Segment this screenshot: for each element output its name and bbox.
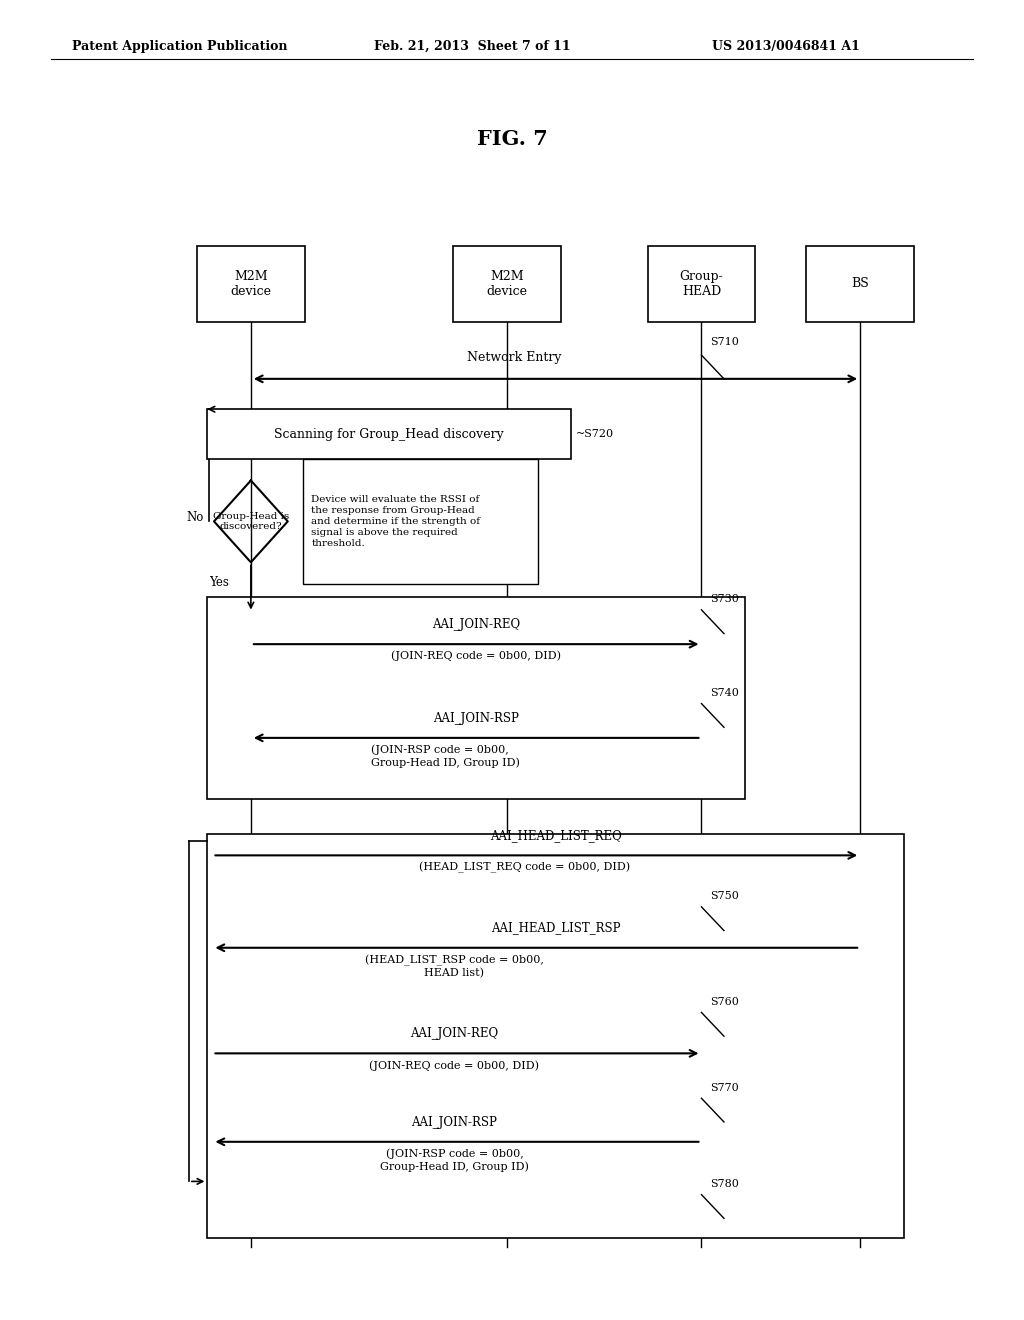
Text: AAI_JOIN-REQ: AAI_JOIN-REQ (432, 618, 520, 631)
Text: US 2013/0046841 A1: US 2013/0046841 A1 (712, 40, 859, 53)
Text: FIG. 7: FIG. 7 (476, 128, 548, 149)
Text: S750: S750 (710, 891, 738, 902)
Text: (JOIN-REQ code = 0b00, DID): (JOIN-REQ code = 0b00, DID) (391, 651, 561, 661)
Text: M2M
device: M2M device (486, 269, 527, 298)
Text: S780: S780 (710, 1179, 738, 1189)
FancyBboxPatch shape (207, 409, 571, 459)
Text: S760: S760 (710, 997, 738, 1007)
Text: AAI_HEAD_LIST_RSP: AAI_HEAD_LIST_RSP (490, 921, 621, 935)
Text: AAI_JOIN-RSP: AAI_JOIN-RSP (433, 711, 519, 725)
Text: (HEAD_LIST_RSP code = 0b00,
HEAD list): (HEAD_LIST_RSP code = 0b00, HEAD list) (365, 954, 544, 978)
Text: AAI_HEAD_LIST_REQ: AAI_HEAD_LIST_REQ (489, 829, 622, 842)
Text: AAI_JOIN-REQ: AAI_JOIN-REQ (411, 1027, 499, 1040)
FancyBboxPatch shape (197, 246, 305, 322)
Text: S770: S770 (710, 1082, 738, 1093)
Text: Patent Application Publication: Patent Application Publication (72, 40, 287, 53)
Text: No: No (186, 511, 204, 524)
Text: (JOIN-RSP code = 0b00,
Group-Head ID, Group ID): (JOIN-RSP code = 0b00, Group-Head ID, Gr… (371, 744, 520, 768)
Text: Group-Head is
discovered?: Group-Head is discovered? (213, 512, 289, 531)
Text: (JOIN-RSP code = 0b00,
Group-Head ID, Group ID): (JOIN-RSP code = 0b00, Group-Head ID, Gr… (380, 1148, 528, 1172)
Text: Feb. 21, 2013  Sheet 7 of 11: Feb. 21, 2013 Sheet 7 of 11 (374, 40, 570, 53)
Text: Network Entry: Network Entry (467, 351, 562, 364)
Text: M2M
device: M2M device (230, 269, 271, 298)
Text: Yes: Yes (209, 576, 229, 589)
Text: ~S720: ~S720 (575, 429, 614, 440)
Text: S710: S710 (710, 337, 738, 347)
Text: S740: S740 (710, 688, 738, 698)
Text: S730: S730 (710, 594, 738, 605)
FancyBboxPatch shape (453, 246, 561, 322)
Text: (HEAD_LIST_REQ code = 0b00, DID): (HEAD_LIST_REQ code = 0b00, DID) (419, 862, 631, 874)
Text: AAI_JOIN-RSP: AAI_JOIN-RSP (412, 1115, 498, 1129)
FancyBboxPatch shape (303, 459, 538, 583)
Text: Group-
HEAD: Group- HEAD (680, 269, 723, 298)
FancyBboxPatch shape (207, 834, 903, 1238)
FancyBboxPatch shape (648, 246, 756, 322)
Text: (JOIN-REQ code = 0b00, DID): (JOIN-REQ code = 0b00, DID) (370, 1060, 540, 1071)
FancyBboxPatch shape (207, 597, 745, 799)
Text: Device will evaluate the RSSI of
the response from Group-Head
and determine if t: Device will evaluate the RSSI of the res… (311, 495, 480, 548)
Text: Scanning for Group_Head discovery: Scanning for Group_Head discovery (274, 428, 504, 441)
FancyBboxPatch shape (807, 246, 913, 322)
Text: BS: BS (851, 277, 869, 290)
